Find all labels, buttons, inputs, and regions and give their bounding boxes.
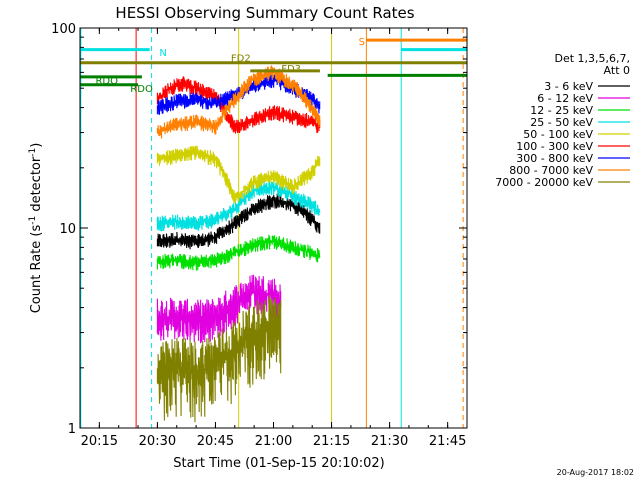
series-line (156, 65, 321, 139)
plot-data-layer: RDO RDO FD2 FD3 N S (80, 28, 467, 428)
x-axis: 20:15 20:30 20:45 21:00 21:15 21:30 21:45 (79, 28, 468, 449)
x-axis-label: Start Time (01-Sep-15 20:10:02) (173, 456, 384, 471)
series-line (156, 145, 321, 204)
event-label-rdo: RDO (130, 84, 153, 95)
series-line (156, 234, 321, 271)
series-100-300kev-trace (156, 76, 321, 134)
legend-entry-label: 100 - 300 keV (516, 140, 593, 153)
generated-timestamp: 20-Aug-2017 18:02 (557, 468, 634, 477)
x-tick-label: 21:30 (371, 434, 408, 449)
series-3-6kev-trace (156, 193, 321, 250)
y-axis: 1 10 100 (51, 22, 467, 437)
x-tick-label: 20:30 (139, 434, 176, 449)
y-tick-label: 100 (51, 22, 76, 37)
series-12-25kev-trace (156, 234, 321, 271)
event-label-s: S (359, 37, 365, 48)
x-tick-label: 21:45 (429, 434, 466, 449)
x-tick-label: 21:15 (313, 434, 350, 449)
series-6-12kev-trace (156, 274, 282, 344)
chart-title: HESSI Observing Summary Count Rates (115, 4, 414, 22)
legend-entry-label: 25 - 50 keV (530, 116, 593, 129)
x-tick-label: 20:15 (81, 434, 118, 449)
series-line (156, 294, 282, 423)
x-tick-label: 20:45 (197, 434, 234, 449)
legend-entry-label: 12 - 25 keV (530, 104, 593, 117)
event-label-n: N (159, 48, 166, 59)
legend-entry-label: 6 - 12 keV (537, 92, 593, 105)
series-7000-20000kev-trace (156, 294, 282, 423)
event-label-rdo: RDO (95, 76, 118, 87)
legend-entry-label: 800 - 7000 keV (509, 164, 593, 177)
event-label-fd3: FD3 (281, 64, 301, 75)
series-50-100kev-trace (156, 145, 321, 204)
legend-header-line: Att 0 (604, 64, 630, 77)
series-line (156, 76, 321, 134)
event-label-fd2: FD2 (231, 54, 251, 65)
legend-header-line: Det 1,3,5,6,7, (554, 52, 630, 65)
y-tick-label: 10 (59, 222, 76, 237)
y-axis-label: Count Rate (s-1 detector-1) (28, 143, 44, 314)
legend-entry-label: 300 - 800 keV (516, 152, 593, 165)
legend-entry-label: 7000 - 20000 keV (495, 176, 593, 189)
series-line (156, 193, 321, 250)
legend-entry-label: 3 - 6 keV (544, 80, 593, 93)
series-800-7000kev-trace (156, 65, 321, 139)
legend-entry-label: 50 - 100 keV (523, 128, 593, 141)
series-line (156, 274, 282, 344)
x-tick-label: 21:00 (255, 434, 292, 449)
y-tick-label: 1 (68, 422, 76, 437)
